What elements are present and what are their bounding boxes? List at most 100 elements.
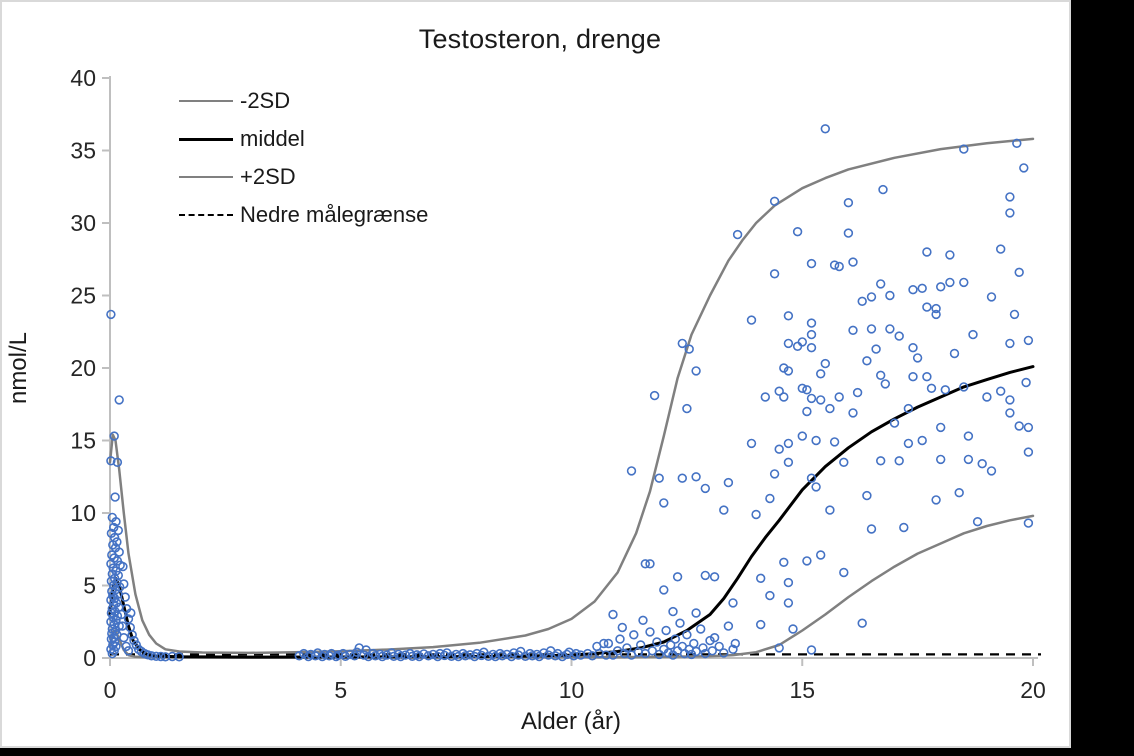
data-point (935, 422, 946, 433)
data-point (1005, 192, 1015, 202)
data-point (709, 572, 720, 582)
data-point (119, 632, 129, 643)
data-point (972, 516, 983, 527)
data-point (151, 651, 161, 661)
data-point (728, 598, 738, 608)
data-point (707, 646, 717, 656)
data-point (1019, 163, 1029, 173)
data-point (652, 637, 662, 647)
data-point (875, 456, 886, 466)
data-point (779, 392, 789, 402)
data-point (959, 144, 969, 154)
data-point (608, 609, 618, 620)
y-tick-labels: 0 5 10 15 20 25 30 35 40 (70, 65, 96, 671)
legend-line-sample (179, 214, 233, 216)
legend-label: middel (240, 126, 305, 151)
data-point (792, 227, 803, 237)
data-point (659, 498, 669, 508)
data-point (340, 651, 351, 661)
data-point (338, 648, 348, 659)
data-point (661, 625, 671, 636)
data-point (1021, 377, 1031, 388)
data-point (324, 651, 334, 661)
data-point (160, 652, 171, 662)
data-point (986, 466, 997, 476)
data-point (755, 573, 766, 583)
data-point (912, 353, 923, 363)
data-point (765, 493, 775, 504)
data-point (917, 283, 927, 293)
data-point (917, 435, 927, 446)
data-point (940, 385, 950, 395)
data-point (797, 383, 807, 393)
data-point (908, 372, 918, 382)
data-point (889, 418, 900, 428)
data-point (922, 247, 932, 257)
data-point (451, 649, 461, 660)
data-point (857, 296, 867, 306)
data-point (1014, 267, 1024, 277)
data-point (815, 550, 826, 560)
data-point (986, 292, 997, 302)
data-point (107, 648, 118, 659)
data-point (109, 431, 119, 441)
data-point (774, 386, 784, 396)
data-point (899, 522, 909, 533)
data-point (903, 438, 914, 449)
x-axis-title: Alder (år) (520, 708, 622, 735)
data-point (880, 379, 890, 389)
data-point (783, 577, 794, 588)
data-point (629, 630, 639, 640)
data-point (792, 341, 803, 351)
data-point (963, 454, 974, 465)
data-point (319, 649, 330, 660)
data-point (802, 556, 812, 566)
data-point (626, 466, 637, 476)
data-point (935, 454, 946, 465)
data-point (601, 650, 611, 660)
legend-item-middel: middel (179, 120, 428, 158)
data-point (571, 648, 581, 659)
data-point (885, 324, 895, 334)
data-point (806, 329, 817, 340)
data-point (774, 643, 784, 653)
data-point (645, 627, 655, 637)
data-point (106, 456, 116, 466)
data-point (419, 649, 429, 659)
y-tick-label: 10 (70, 500, 96, 526)
legend-item-plus2sd: +2SD (179, 158, 428, 196)
data-point (839, 567, 849, 578)
data-point (954, 488, 964, 498)
data-point (698, 643, 708, 653)
x-tick-label: 5 (334, 677, 347, 703)
data-point (922, 372, 932, 382)
data-point (746, 315, 757, 325)
data-point (557, 651, 567, 662)
y-axis-title: nmol/L (5, 331, 32, 405)
curve-middel (108, 365, 1035, 659)
legend-label: Nedre målegrænse (240, 202, 429, 227)
data-point (760, 392, 770, 402)
data-point (779, 363, 789, 373)
data-point (1012, 138, 1022, 149)
data-point (146, 651, 157, 661)
data-point (848, 408, 858, 418)
data-point (815, 369, 826, 379)
data-point (428, 649, 438, 660)
data-point (751, 509, 761, 520)
y-tick-label: 25 (70, 283, 96, 309)
data-point (839, 457, 849, 467)
data-point (377, 651, 387, 662)
data-point (370, 651, 381, 661)
y-tick-label: 15 (70, 428, 96, 454)
data-point (396, 651, 406, 662)
data-point (820, 358, 830, 369)
data-point (848, 257, 858, 267)
data-point (1005, 408, 1015, 418)
data-point (111, 516, 121, 527)
data-point (862, 356, 872, 366)
data-point (520, 651, 531, 661)
data-point (569, 651, 579, 661)
data-point (143, 650, 153, 660)
data-point (894, 331, 904, 341)
